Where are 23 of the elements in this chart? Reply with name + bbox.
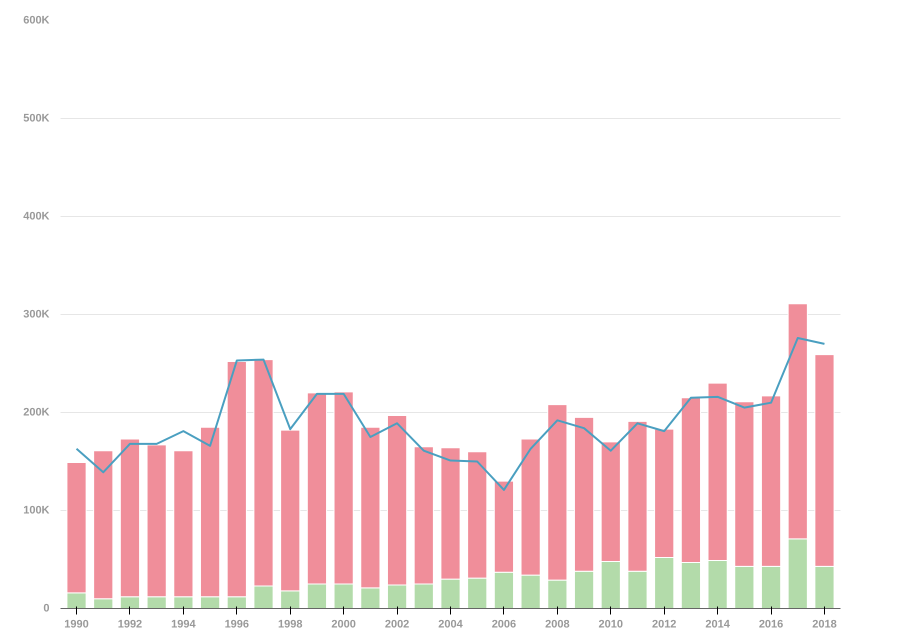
x-tick-label: 1998	[278, 618, 302, 630]
x-tick-label: 2008	[545, 618, 570, 630]
x-tick-label: 2004	[438, 618, 464, 630]
y-tick-label: 100K	[23, 504, 50, 516]
x-tick-label: 1996	[224, 618, 250, 630]
x-tick-label: 2006	[492, 618, 516, 630]
x-tick-label: 1992	[118, 618, 142, 630]
x-tick-label: 2000	[331, 618, 356, 630]
y-tick-label: 0	[43, 602, 50, 614]
x-tick-label: 2014	[705, 618, 731, 630]
line-series	[76, 337, 826, 491]
x-tick-label: 2010	[598, 618, 624, 630]
y-tick-label: 500K	[23, 112, 50, 124]
x-tick-label: 2002	[384, 618, 410, 630]
x-tick-label: 2016	[758, 618, 784, 630]
y-tick-label: 300K	[23, 308, 50, 320]
x-tick-label: 1990	[64, 618, 89, 630]
x-tick-label: 1994	[171, 618, 196, 630]
y-tick-label: 400K	[23, 210, 50, 222]
y-tick-label: 600K	[23, 14, 50, 26]
y-tick-label: 200K	[23, 406, 50, 418]
x-tick-label: 2018	[812, 618, 837, 630]
x-tick-label: 2012	[652, 618, 676, 630]
